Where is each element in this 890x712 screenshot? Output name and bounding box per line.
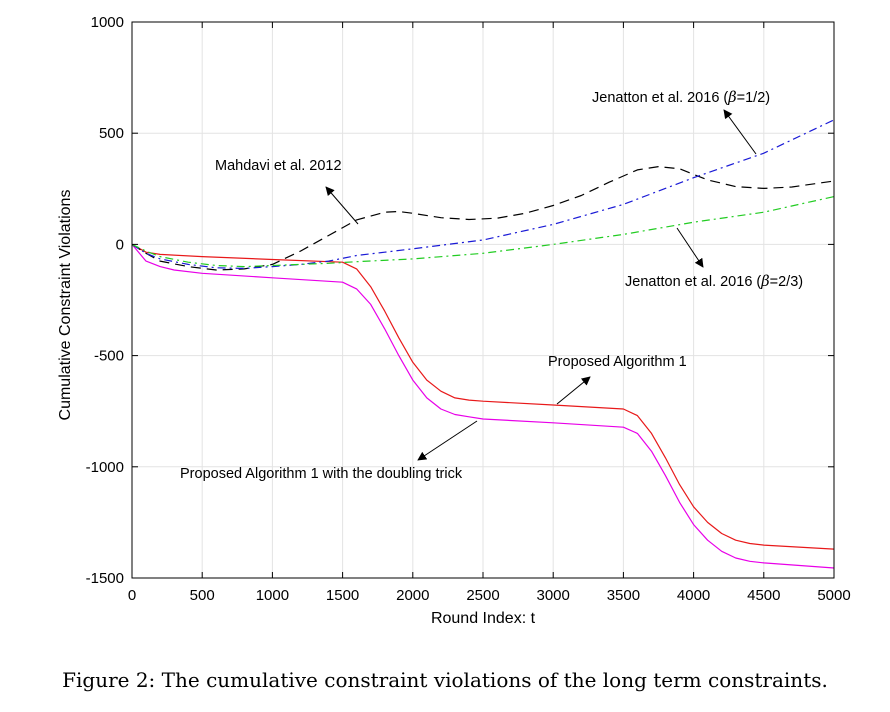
y-tick-label: 500 bbox=[99, 125, 124, 142]
series-line-4 bbox=[131, 119, 835, 269]
annotation-proposed-doubling: Proposed Algorithm 1 with the doubling t… bbox=[180, 466, 463, 482]
x-axis-title: Round Index: t bbox=[431, 610, 536, 627]
annotation-proposed: Proposed Algorithm 1 bbox=[548, 354, 687, 370]
x-tick-label: 1500 bbox=[326, 587, 359, 604]
y-tick-label: -500 bbox=[94, 348, 124, 365]
arrow-jenatton-half bbox=[723, 109, 757, 155]
arrow-proposed-doubling bbox=[417, 420, 478, 461]
x-tick-label: 1000 bbox=[256, 587, 289, 604]
figure-caption: Figure 2: The cumulative constraint viol… bbox=[62, 668, 828, 692]
series-line-2 bbox=[131, 244, 835, 569]
x-tick-label: 4000 bbox=[677, 587, 710, 604]
series-line-5 bbox=[131, 196, 835, 268]
y-tick-label: 0 bbox=[116, 236, 124, 253]
axis-ticks: 0 500 1000 1500 2000 2500 3000 3500 4000 4500 5000… bbox=[86, 14, 851, 604]
arrow-jenatton-two-thirds bbox=[676, 227, 704, 268]
x-tick-label: 3000 bbox=[537, 587, 570, 604]
x-tick-label: 3500 bbox=[607, 587, 640, 604]
x-tick-label: 5000 bbox=[817, 587, 850, 604]
x-tick-label: 500 bbox=[190, 587, 215, 604]
y-axis-title: Cumulative Constraint Violations bbox=[57, 190, 74, 421]
series-line-3 bbox=[131, 166, 835, 271]
annotations: Jenatton et al. 2016 (β=1/2) Mahdavi et … bbox=[180, 90, 803, 482]
x-tick-label: 0 bbox=[128, 587, 136, 604]
y-tick-label: -1500 bbox=[86, 570, 124, 587]
arrow-proposed bbox=[556, 376, 591, 405]
x-tick-label: 4500 bbox=[747, 587, 780, 604]
x-tick-label: 2500 bbox=[466, 587, 499, 604]
annotation-jenatton-half: Jenatton et al. 2016 (β=1/2) bbox=[592, 90, 770, 106]
x-tick-label: 2000 bbox=[396, 587, 429, 604]
y-tick-label: -1000 bbox=[86, 459, 124, 476]
arrow-mahdavi bbox=[325, 186, 359, 225]
series-lines bbox=[131, 119, 835, 569]
annotation-jenatton-two-thirds: Jenatton et al. 2016 (β=2/3) bbox=[625, 274, 803, 290]
series-line-1 bbox=[131, 243, 835, 550]
y-tick-label: 1000 bbox=[91, 14, 124, 31]
annotation-mahdavi: Mahdavi et al. 2012 bbox=[215, 158, 342, 174]
